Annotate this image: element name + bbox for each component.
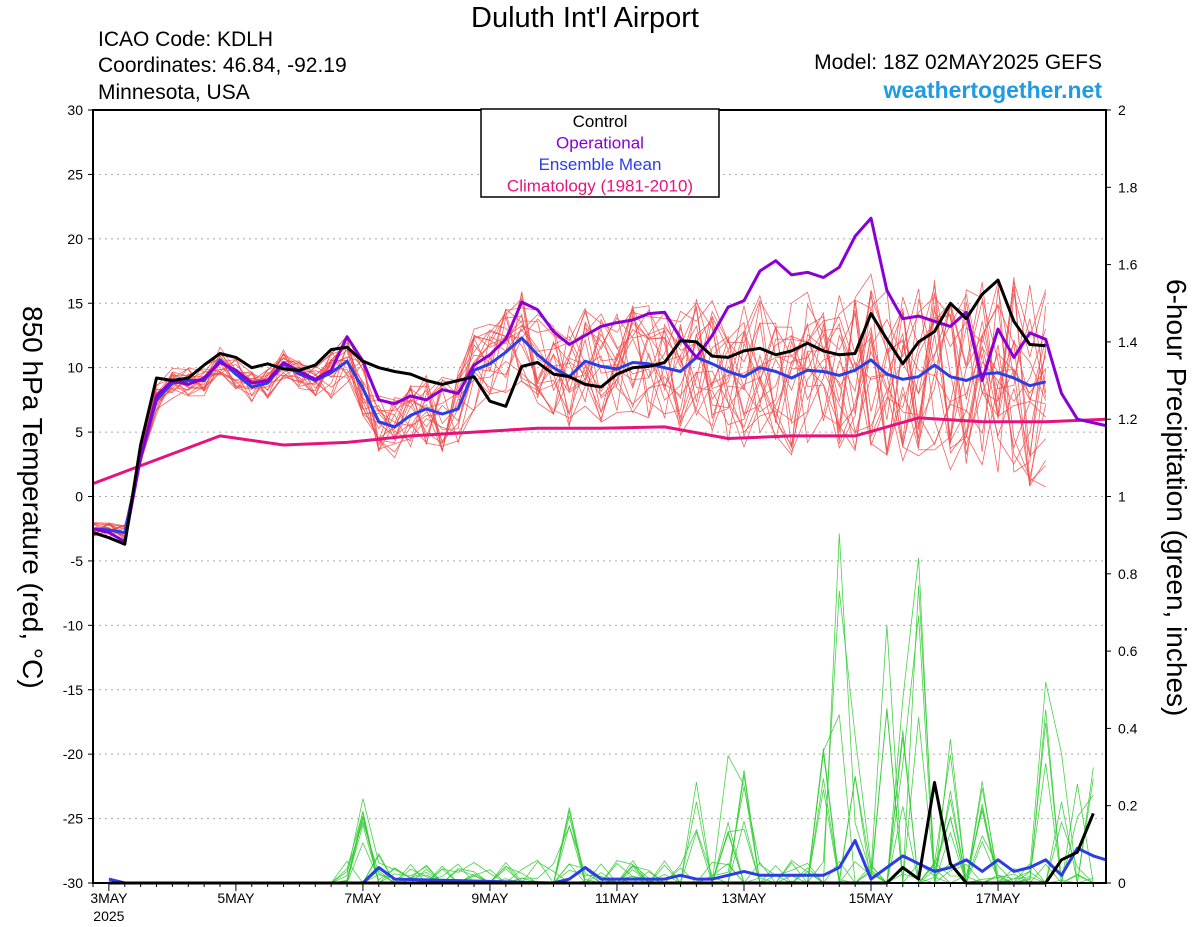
location: Minnesota, USA [98, 81, 250, 104]
temp-climatology-1981-2010-line [92, 416, 1107, 486]
y2-tick-label: 0.4 [1118, 720, 1138, 736]
precipitation-member-line [93, 707, 1094, 884]
y-tick-label: -15 [63, 682, 83, 698]
gridlines [93, 173, 1106, 820]
precipitation-member-line [93, 748, 1094, 884]
x-tick-label: 7MAY [344, 890, 382, 906]
y-tick-label: 5 [75, 424, 83, 440]
temp-operational-line [92, 216, 1107, 544]
temperature-member-line [92, 273, 1047, 534]
y2-tick-label: 0.6 [1118, 643, 1138, 659]
model-run: Model: 18Z 02MAY2025 GEFS [814, 51, 1102, 74]
temperature-member-line [92, 285, 1046, 537]
temp-ensemble-mean-line [92, 336, 1047, 535]
precipitation-member-line [93, 710, 1094, 884]
y-tick-label: 0 [75, 489, 83, 505]
precipitation-member-line [93, 714, 1094, 884]
y-tick-label: -20 [63, 746, 83, 762]
y2-tick-label: 1.2 [1118, 411, 1138, 427]
precipitation-member-line [93, 717, 1094, 884]
y2-tick-label: 1 [1118, 489, 1126, 505]
y2-tick-label: 0 [1118, 875, 1126, 891]
icao-code: ICAO Code: KDLH [98, 28, 274, 51]
y-tick-label: -10 [63, 617, 83, 633]
x-tick-label: 15MAY [849, 890, 895, 906]
x-tick-label: 13MAY [722, 890, 768, 906]
precip-ensemble-mean-line [108, 839, 1107, 885]
legend: Control Operational Ensemble Mean Climatolo… [480, 108, 720, 198]
temperature-member-line [92, 293, 1047, 537]
legend-operational: Operational [556, 134, 644, 153]
x-tick-label: 11MAY [595, 890, 639, 906]
series-lines [92, 216, 1107, 885]
y-tick-label: -5 [71, 553, 84, 569]
precipitation-member-line [93, 737, 1094, 884]
y-tick-label: 20 [67, 231, 83, 247]
y-tick-label: 15 [67, 295, 83, 311]
legend-climatology: Climatology (1981-2010) [507, 177, 693, 196]
x-tick-label: 3MAY [90, 890, 128, 906]
y2-tick-label: 1.6 [1118, 257, 1138, 273]
chart-title: Duluth Int'l Airport [471, 2, 699, 34]
temp-control-line [92, 278, 1046, 546]
y-tick-label: 10 [67, 360, 83, 376]
x-tick-label: 9MAY [471, 890, 509, 906]
y-tick-label: 25 [67, 166, 83, 182]
y2-tick-label: 1.4 [1118, 334, 1138, 350]
y-tick-label: -25 [63, 811, 83, 827]
y2-tick-label: 2 [1118, 102, 1126, 118]
x-tick-label: 17MAY [976, 890, 1022, 906]
precipitation-member-line [93, 615, 1094, 884]
legend-control: Control [573, 112, 628, 131]
x-tick-year: 2025 [93, 908, 124, 924]
coordinates: Coordinates: 46.84, -92.19 [98, 54, 347, 77]
ensemble-members [92, 273, 1094, 885]
y2-tick-label: 0.8 [1118, 566, 1138, 582]
axes: 302520151050-5-10-15-20-25-3021.81.61.41… [63, 102, 1138, 924]
x-tick-label: 5MAY [217, 890, 255, 906]
precip-control-line [108, 781, 1095, 885]
temperature-member-line [92, 282, 1047, 538]
legend-ensemble-mean: Ensemble Mean [539, 155, 662, 174]
y2-tick-label: 0.2 [1118, 798, 1138, 814]
y2-tick-label: 1.8 [1118, 179, 1138, 195]
y-tick-label: 30 [67, 102, 83, 118]
site-link[interactable]: weathertogether.net [883, 77, 1102, 103]
temperature-member-line [92, 302, 1047, 532]
y-tick-label: -30 [63, 875, 83, 891]
legend-box [480, 108, 720, 198]
